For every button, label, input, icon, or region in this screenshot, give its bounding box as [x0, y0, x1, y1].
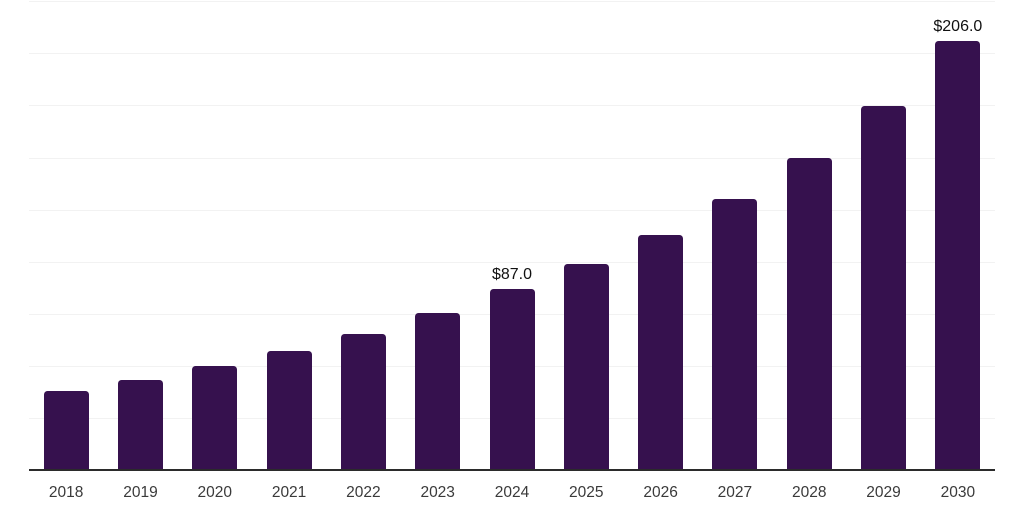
bar-2021 — [266, 351, 312, 470]
x-tick-label-2021: 2021 — [271, 484, 307, 501]
gridline-225 — [29, 1, 995, 3]
x-tick-label-2027: 2027 — [717, 484, 753, 501]
bar-2025 — [563, 263, 609, 470]
gridline-200 — [29, 53, 995, 55]
gridline-50 — [29, 365, 995, 367]
x-tick-label-2029: 2029 — [866, 484, 901, 501]
x-tick-label-2022: 2022 — [346, 484, 381, 501]
x-axis-line — [29, 469, 995, 471]
x-tick-label-2019: 2019 — [123, 484, 158, 501]
bar-2019 — [117, 380, 163, 470]
gridlines-layer — [29, 0, 995, 512]
bar-2018 — [43, 391, 89, 470]
bar-2022 — [340, 333, 386, 470]
gridline-150 — [29, 157, 995, 159]
bars-layer — [29, 0, 995, 512]
bar-value-label-2030: $206.0 — [933, 17, 983, 35]
bar-2024 — [489, 288, 535, 470]
x-tick-label-2030: 2030 — [940, 484, 976, 501]
x-tick-label-2025: 2025 — [569, 484, 604, 501]
gridline-25 — [29, 417, 995, 419]
x-tick-label-2023: 2023 — [420, 484, 455, 501]
x-tick-label-2028: 2028 — [791, 484, 827, 501]
bar-2027 — [712, 199, 758, 470]
bar-2023 — [415, 312, 461, 470]
x-tick-label-2024: 2024 — [494, 484, 530, 501]
x-tick-label-2026: 2026 — [643, 484, 678, 501]
bar-2030 — [935, 40, 981, 470]
gridline-175 — [29, 105, 995, 107]
data-labels-layer: $87.0 $206.0 — [29, 0, 995, 512]
x-tick-label-2020: 2020 — [197, 484, 233, 501]
plot-area: 2018 2019 2020 2021 2022 2023 2024 2025 2026 2027… — [29, 0, 995, 512]
gridline-125 — [29, 209, 995, 211]
x-axis-tick-labels: 2018 2019 2020 2021 2022 2023 2024 2025 2026 2027… — [29, 0, 995, 512]
bar-2029 — [861, 105, 907, 470]
bar-2026 — [638, 234, 684, 470]
bar-value-label-2024: $87.0 — [491, 265, 533, 283]
bar-2020 — [192, 365, 238, 470]
bar-2028 — [786, 157, 832, 470]
x-tick-label-2018: 2018 — [48, 484, 84, 501]
gridline-75 — [29, 313, 995, 315]
gridline-100 — [29, 261, 995, 263]
